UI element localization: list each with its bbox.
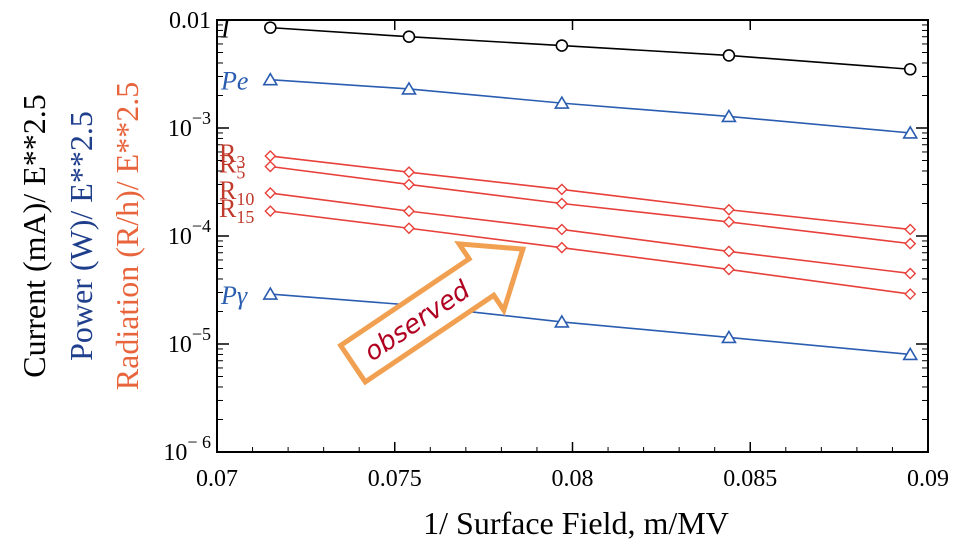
data-point	[264, 205, 277, 218]
series-line	[270, 192, 911, 275]
data-point	[555, 223, 568, 236]
data-point	[722, 203, 735, 216]
y-tick-label: 0.01	[169, 8, 211, 34]
data-point	[555, 183, 568, 196]
series-label: I	[220, 15, 231, 44]
x-tick-label: 0.075	[368, 466, 422, 492]
data-point	[722, 263, 735, 276]
data-point	[264, 150, 277, 163]
y-tick-label: 10−4	[168, 216, 211, 250]
annotation: observed	[337, 240, 527, 386]
y-tick-exponent: −4	[192, 216, 211, 236]
y-tick-exponent: −3	[192, 108, 211, 128]
plot-border	[216, 19, 929, 453]
series-line	[270, 78, 911, 134]
y-tick-exponent: −5	[192, 324, 211, 344]
data-point	[722, 215, 735, 228]
x-tick-label: 0.07	[196, 466, 238, 492]
data-point	[721, 329, 737, 344]
series-line	[270, 26, 911, 71]
y-axis-title: Current (mA)/ E**2.5	[16, 94, 52, 378]
x-tick-label: 0.08	[552, 466, 594, 492]
data-point	[904, 288, 917, 301]
series-label: R15	[219, 194, 254, 227]
series-label: R3	[219, 139, 245, 172]
x-axis-title: 1/ Surface Field, m/MV	[423, 505, 729, 541]
y-tick-label: 10−3	[168, 108, 211, 142]
data-point	[402, 166, 415, 179]
x-tick-label: 0.09	[907, 466, 949, 492]
series-line	[270, 155, 911, 231]
data-point	[904, 223, 917, 236]
data-point	[904, 267, 917, 280]
arrow-shape	[337, 240, 527, 386]
data-point	[722, 49, 736, 62]
series-group	[262, 21, 919, 361]
x-axis: 0.07 0.075 0.08 0.085 0.09	[196, 20, 949, 492]
data-point	[721, 108, 737, 123]
data-point	[553, 314, 570, 328]
y-tick-exponent: − 6	[187, 432, 211, 452]
data-point	[902, 346, 919, 361]
data-point	[722, 245, 735, 258]
series-label: Pγ	[220, 281, 248, 310]
plot-frame	[216, 19, 929, 453]
y-axis-title: Radiation (R/h)/ E**2.5	[109, 82, 145, 390]
data-point	[402, 222, 415, 235]
series-label: Pe	[220, 67, 248, 96]
y-tick-label: 10−5	[168, 324, 211, 358]
y-tick-base: 10	[168, 332, 192, 358]
data-point	[402, 178, 415, 191]
data-point	[264, 187, 277, 200]
y-tick-base: 10	[168, 224, 192, 250]
data-point	[262, 286, 279, 300]
y-tick-label: 10− 6	[163, 432, 211, 466]
data-point	[555, 197, 568, 210]
y-axis-title: Power (W)/ E**2.5	[63, 111, 99, 361]
x-tick-label: 0.085	[723, 466, 777, 492]
data-point	[553, 95, 570, 109]
data-point	[555, 241, 568, 254]
y-tick-base: 10	[163, 440, 187, 466]
series-label: R10	[219, 176, 254, 209]
data-point	[904, 237, 917, 250]
y-tick-base: 10	[168, 116, 192, 142]
y-axis-title-group: Current (mA)/ E**2.5 Power (W)/ E**2.5 Rad…	[16, 82, 145, 390]
y-tick-base: 0.01	[169, 8, 211, 34]
data-point	[402, 30, 416, 44]
series-label: R5	[219, 150, 245, 183]
data-point	[555, 39, 569, 52]
data-point	[902, 125, 919, 139]
data-point	[264, 21, 277, 34]
observed-arrow: observed	[337, 240, 527, 386]
data-point	[264, 160, 277, 173]
data-point	[903, 62, 917, 76]
data-point	[262, 72, 279, 86]
series-line	[270, 210, 911, 295]
data-point	[402, 205, 415, 218]
data-point	[401, 81, 417, 95]
